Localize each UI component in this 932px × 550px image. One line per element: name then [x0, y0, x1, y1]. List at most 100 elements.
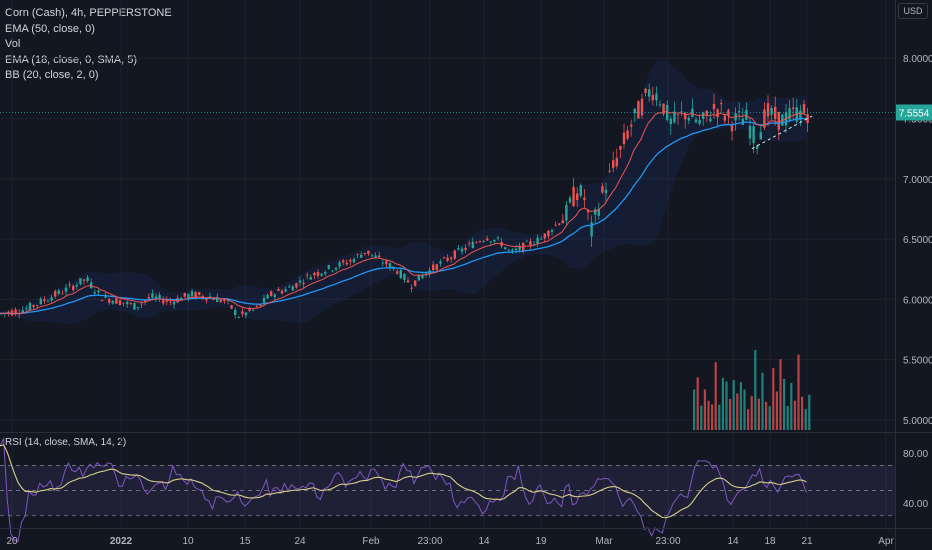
candle-body — [302, 282, 305, 285]
volume-bar — [700, 405, 703, 430]
candle-body — [316, 271, 320, 276]
volume-bar — [801, 396, 804, 430]
time-tick-label: 23:00 — [417, 536, 442, 547]
candle-body — [266, 294, 269, 299]
candle-body — [417, 274, 420, 281]
volume-bar — [793, 400, 796, 430]
candle-body — [763, 109, 766, 128]
candle-body — [356, 254, 359, 256]
candle-body — [432, 264, 435, 271]
candle-body — [277, 289, 280, 291]
candle-body — [25, 308, 28, 310]
candle-body — [673, 111, 676, 123]
candle-body — [259, 304, 262, 306]
time-tick-label: 21 — [801, 536, 813, 547]
candle-body — [248, 307, 251, 311]
candle-body — [129, 303, 132, 304]
candle-body — [172, 301, 176, 305]
candle-body — [342, 260, 345, 263]
candle-body — [288, 286, 291, 288]
candle-body — [97, 290, 100, 293]
candle-body — [126, 301, 129, 305]
candle-body — [169, 301, 172, 303]
candle-body — [547, 230, 550, 237]
price-tick-label: 7.0000 — [903, 175, 932, 186]
candle-body — [208, 296, 212, 298]
volume-bar — [703, 389, 706, 430]
rsi-ma-line — [0, 444, 807, 519]
volume-bar — [757, 398, 760, 430]
candle-body — [579, 185, 582, 196]
legend-vol[interactable]: Vol — [5, 38, 21, 50]
candle-body — [457, 248, 460, 250]
candle-body — [370, 254, 374, 256]
rsi-line — [0, 436, 807, 543]
volume-bar — [804, 408, 807, 430]
candle-body — [482, 240, 485, 242]
candle-body — [788, 107, 791, 120]
candle-body — [252, 309, 255, 311]
price-tick-label: 6.5000 — [903, 235, 932, 246]
candle-body — [680, 111, 683, 113]
volume-bar — [707, 400, 710, 430]
candle-body — [712, 103, 716, 110]
candle-body — [572, 186, 575, 207]
ema50-line — [0, 117, 807, 315]
candle-body — [576, 193, 579, 200]
grid — [0, 0, 895, 528]
candle-body — [518, 245, 521, 250]
candle-body — [748, 125, 752, 139]
candle-body — [723, 115, 726, 121]
volume-bar — [775, 391, 778, 430]
candle-body — [478, 241, 482, 243]
candle-body — [324, 272, 327, 274]
candle-body — [489, 241, 492, 243]
legend-ema50[interactable]: EMA (50, close, 0) — [5, 22, 95, 35]
candle-body — [774, 106, 777, 120]
candle-body — [223, 299, 226, 302]
candle-body — [770, 108, 773, 115]
candle-body — [255, 305, 258, 307]
candle-body — [792, 107, 795, 109]
legend-symbol[interactable]: Corn (Cash), 4h, PEPPERSTONE — [5, 7, 172, 19]
candle-body — [334, 267, 338, 270]
candle-body — [806, 114, 809, 124]
legend-bb[interactable]: BB (20, close, 2, 0) — [5, 69, 99, 81]
candle-body — [669, 118, 672, 125]
legend-ema18[interactable]: EMA (18, close, 0, SMA, 5) — [5, 53, 138, 66]
currency-button[interactable]: USD — [898, 3, 928, 19]
candle-body — [514, 248, 518, 251]
last-price-label-bg — [896, 104, 932, 121]
candle-body — [280, 290, 284, 294]
bollinger-band — [0, 58, 807, 325]
candle-body — [309, 277, 312, 280]
candle-body — [540, 238, 543, 240]
candle-body — [82, 279, 86, 281]
candle-body — [676, 114, 680, 116]
candle-body — [230, 305, 233, 309]
candle-body — [399, 269, 402, 279]
volume-bar — [732, 379, 735, 430]
rsi-pane — [0, 436, 895, 543]
price-tick-label: 5.5000 — [903, 356, 932, 367]
candle-body — [306, 274, 309, 276]
candle-body — [691, 108, 694, 118]
candle-body — [745, 109, 748, 120]
candle-body — [658, 104, 662, 106]
candle-body — [442, 257, 446, 259]
volume-bar — [721, 377, 724, 430]
candle-body — [619, 146, 622, 150]
candle-body — [586, 210, 590, 213]
candle-body — [493, 239, 496, 242]
time-tick-label: Mar — [595, 536, 613, 547]
candle-body — [313, 272, 316, 276]
candle-body — [550, 230, 554, 232]
volume-bar — [739, 382, 742, 430]
candle-body — [298, 280, 302, 283]
rsi-legend[interactable]: RSI (14, close, SMA, 14, 2) — [5, 437, 127, 448]
bb-fill — [0, 58, 807, 325]
candle-body — [684, 112, 687, 120]
candle-body — [190, 291, 194, 297]
